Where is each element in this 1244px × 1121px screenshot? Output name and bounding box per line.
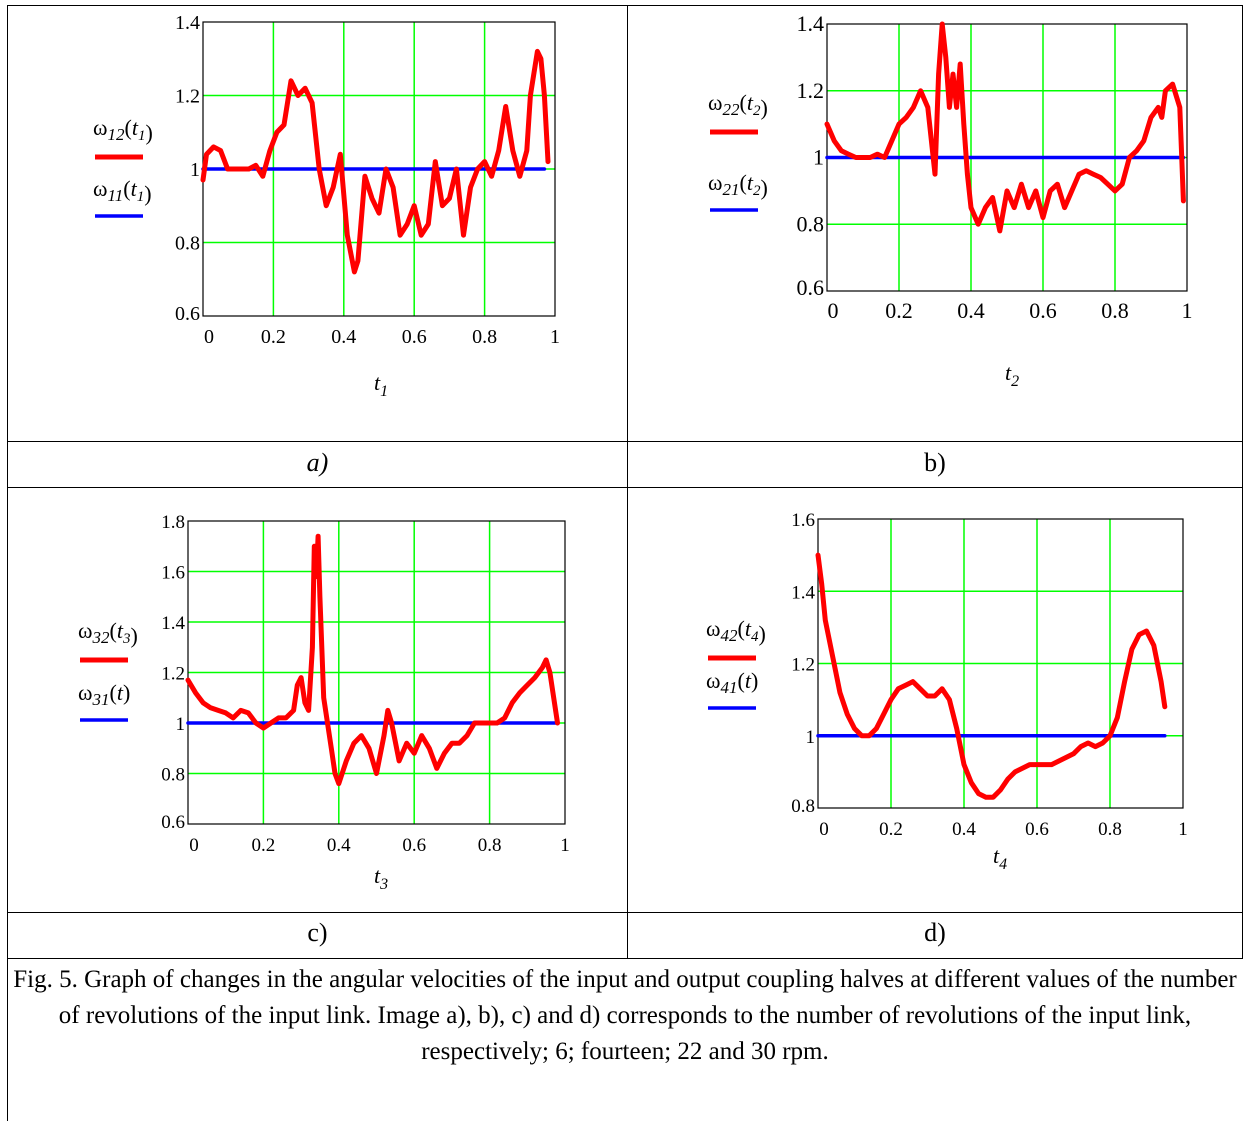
x-axis-label: t2 xyxy=(1005,360,1019,390)
legend-label-blue: ω31(t) xyxy=(78,680,130,709)
x-axis-label: t1 xyxy=(374,370,388,400)
x-tick-label: 1 xyxy=(1178,819,1188,840)
legend-label-blue: ω11(t1) xyxy=(93,176,152,206)
table-border-top xyxy=(7,5,1243,6)
x-tick-label: 0.4 xyxy=(327,835,351,856)
panel-label-b: b) xyxy=(924,448,946,477)
x-tick-label: 1 xyxy=(1182,298,1193,323)
y-tick-label: 0.8 xyxy=(791,796,815,817)
table-row-divider-4 xyxy=(7,958,1243,959)
x-tick-label: 0.2 xyxy=(879,819,903,840)
y-tick-label: 1 xyxy=(176,714,186,735)
x-axis-label: t4 xyxy=(993,843,1007,873)
y-tick-label: 1.8 xyxy=(161,512,185,533)
table-border-right xyxy=(1242,5,1243,959)
y-tick-label: 1.4 xyxy=(797,11,825,36)
x-tick-label: 0.8 xyxy=(472,326,497,348)
x-tick-label: 0.6 xyxy=(402,835,426,856)
y-tick-label: 0.8 xyxy=(797,211,825,236)
series-line-red xyxy=(185,533,560,787)
x-tick-label: 0.2 xyxy=(885,298,913,323)
legend-label-red: ω22(t2) xyxy=(708,90,768,120)
y-tick-label: 0.8 xyxy=(161,765,185,786)
chart-a: 0 0.2 0.4 0.6 0.8 1 0.6 0.8 1 1.2 1.4 ω12(t1) ω11(t1… xyxy=(93,12,560,400)
panel-label-a: a) xyxy=(306,448,329,477)
y-tick-label: 1.4 xyxy=(161,613,185,634)
plot-frame xyxy=(817,518,1184,809)
chart-b: 0 0.2 0.4 0.6 0.8 1 0.6 0.8 1 1.2 1.4 ω22(t2) ω21(t2… xyxy=(708,11,1193,390)
x-tick-label: 1 xyxy=(560,835,570,856)
table-row-divider-2 xyxy=(7,487,1243,488)
x-tick-label: 0.6 xyxy=(1029,298,1057,323)
plot-frame xyxy=(187,520,566,825)
y-tick-label: 1 xyxy=(190,159,200,181)
x-axis-label: t3 xyxy=(374,863,388,893)
x-tick-label: 0 xyxy=(828,298,839,323)
x-tick-label: 0.6 xyxy=(402,326,427,348)
panel-label-c: c) xyxy=(307,918,328,947)
x-tick-label: 0.4 xyxy=(957,298,985,323)
legend-label-blue: ω21(t2) xyxy=(708,170,768,200)
series-line-red xyxy=(200,48,551,275)
y-tick-label: 1.2 xyxy=(791,655,815,676)
chart-c: 0 0.2 0.4 0.6 0.8 1 0.6 0.8 1 1.2 1.4 1.6 1.8 ω32(t3)… xyxy=(78,512,570,893)
y-tick-label: 1.2 xyxy=(797,78,825,103)
y-tick-label: 1.6 xyxy=(791,510,815,531)
x-tick-label: 0.8 xyxy=(1098,819,1122,840)
y-tick-label: 1.4 xyxy=(175,12,200,34)
table-column-divider xyxy=(627,5,628,959)
legend-label-red: ω32(t3) xyxy=(78,618,138,648)
x-tick-label: 0.8 xyxy=(478,835,502,856)
legend-label-red: ω12(t1) xyxy=(93,115,153,145)
legend-label-blue: ω41(t) xyxy=(706,668,758,697)
y-tick-label: 1 xyxy=(806,727,816,748)
x-tick-label: 0 xyxy=(819,819,829,840)
legend-label-red: ω42(t4) xyxy=(706,616,766,646)
y-tick-label: 1 xyxy=(813,145,824,170)
x-tick-label: 0.6 xyxy=(1025,819,1049,840)
table-row-divider-1 xyxy=(7,441,1243,442)
y-tick-label: 1.6 xyxy=(161,563,185,584)
y-tick-label: 0.6 xyxy=(161,812,185,833)
series-line-red xyxy=(824,21,1186,234)
table-border-left xyxy=(7,5,8,1121)
x-tick-label: 0.8 xyxy=(1101,298,1129,323)
chart-d: 0 0.2 0.4 0.6 0.8 1 0.8 1 1.2 1.4 1.6 ω42(t4) ω41(t)… xyxy=(706,510,1188,873)
panel-label-d: d) xyxy=(924,918,946,947)
series-line-red xyxy=(815,552,1168,800)
x-tick-label: 0.4 xyxy=(331,326,356,348)
y-tick-label: 1.4 xyxy=(791,582,815,603)
table-row-divider-3 xyxy=(7,912,1243,913)
x-tick-label: 0.2 xyxy=(261,326,286,348)
y-tick-label: 0.6 xyxy=(175,303,200,325)
y-tick-label: 1.2 xyxy=(161,664,185,685)
x-tick-label: 0 xyxy=(189,835,199,856)
x-tick-label: 1 xyxy=(550,326,560,348)
y-tick-label: 0.6 xyxy=(797,275,825,300)
y-tick-label: 0.8 xyxy=(175,233,200,255)
figure-caption: Fig. 5. Graph of changes in the angular … xyxy=(13,966,1237,1065)
x-tick-label: 0 xyxy=(204,326,214,348)
y-tick-label: 1.2 xyxy=(175,86,200,108)
x-tick-label: 0.2 xyxy=(252,835,276,856)
x-tick-label: 0.4 xyxy=(952,819,976,840)
